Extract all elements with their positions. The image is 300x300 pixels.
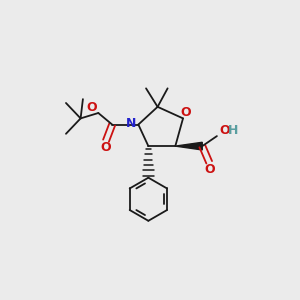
Text: O: O — [180, 106, 190, 119]
Text: H: H — [228, 124, 238, 137]
Text: N: N — [126, 116, 136, 130]
Text: O: O — [100, 141, 111, 154]
Text: O: O — [219, 124, 230, 137]
Text: O: O — [87, 101, 98, 114]
Polygon shape — [175, 142, 202, 150]
Text: O: O — [205, 163, 215, 176]
